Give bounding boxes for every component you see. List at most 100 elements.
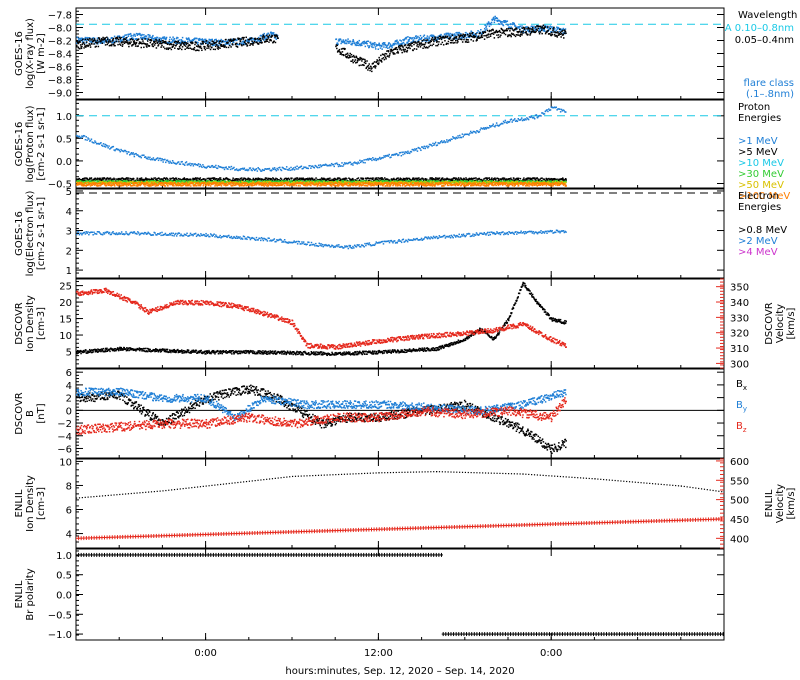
data-point — [387, 155, 390, 157]
data-point — [194, 163, 196, 165]
data-point — [377, 44, 380, 46]
data-point — [127, 177, 130, 179]
data-point — [466, 34, 469, 36]
data-point — [216, 167, 219, 170]
data-point — [479, 37, 481, 39]
data-point — [129, 153, 132, 155]
data-point — [428, 37, 431, 40]
data-point — [134, 153, 136, 155]
data-point — [116, 180, 118, 183]
data-point — [336, 177, 339, 179]
data-point — [98, 180, 100, 182]
data-point — [347, 38, 349, 40]
data-point — [135, 152, 137, 155]
data-point — [467, 41, 470, 43]
data-point — [108, 145, 110, 147]
data-point — [553, 33, 556, 36]
data-point — [399, 44, 402, 46]
data-point — [230, 46, 232, 48]
data-point — [509, 181, 512, 183]
data-point — [338, 180, 341, 182]
data-point — [125, 39, 128, 42]
data-point — [502, 120, 505, 123]
data-point — [156, 42, 159, 44]
data-point — [489, 33, 491, 36]
data-point — [462, 179, 465, 181]
data-point — [469, 178, 472, 180]
data-point — [430, 178, 433, 180]
data-point — [235, 38, 237, 41]
data-point — [534, 29, 537, 31]
data-point — [120, 148, 122, 151]
data-point — [423, 180, 426, 182]
data-point — [432, 142, 434, 145]
data-point — [467, 181, 470, 183]
data-point — [170, 161, 172, 164]
data-point — [316, 166, 318, 168]
data-point — [555, 31, 558, 34]
data-point — [210, 177, 212, 180]
data-point — [184, 162, 187, 164]
data-point — [368, 67, 370, 69]
data-point — [232, 38, 235, 40]
data-point — [116, 148, 119, 151]
data-point — [463, 179, 466, 182]
data-point — [192, 177, 194, 180]
data-point — [350, 179, 352, 181]
data-point — [421, 39, 423, 42]
data-point — [361, 42, 364, 44]
data-point — [421, 181, 424, 183]
data-point — [141, 178, 144, 181]
data-point — [82, 136, 84, 138]
data-point — [201, 40, 204, 43]
data-point — [369, 177, 372, 180]
data-point — [242, 179, 244, 181]
data-point — [509, 27, 511, 29]
data-point — [245, 169, 247, 172]
data-point — [207, 40, 210, 43]
data-point — [194, 37, 196, 39]
data-point — [482, 31, 484, 33]
data-point — [123, 180, 125, 182]
data-point — [102, 39, 105, 42]
data-point — [491, 177, 493, 179]
data-point — [96, 37, 99, 39]
data-point — [270, 35, 273, 38]
data-point — [253, 39, 256, 42]
data-point — [363, 159, 365, 161]
data-point — [163, 177, 166, 179]
data-point — [208, 42, 211, 44]
data-point — [480, 35, 483, 37]
data-point — [285, 168, 287, 170]
data-point — [183, 179, 185, 181]
data-point — [397, 52, 400, 54]
data-point — [407, 47, 409, 49]
data-point — [259, 41, 261, 44]
data-point — [524, 179, 527, 182]
data-point — [355, 55, 358, 58]
data-point — [308, 165, 310, 167]
data-point — [283, 178, 286, 180]
data-point — [466, 178, 469, 181]
data-point — [231, 39, 233, 42]
data-point — [158, 40, 160, 43]
data-point — [156, 40, 158, 42]
data-point — [549, 178, 552, 181]
data-point — [399, 48, 401, 51]
data-point — [217, 40, 219, 43]
data-point — [149, 34, 151, 37]
data-point — [268, 34, 271, 36]
data-point — [500, 34, 502, 37]
data-point — [530, 115, 532, 117]
data-point — [542, 27, 544, 30]
data-point — [131, 44, 134, 46]
data-point — [476, 178, 478, 180]
data-point — [451, 138, 453, 141]
data-point — [540, 28, 543, 30]
data-point — [405, 36, 408, 39]
data-point — [212, 48, 215, 51]
data-point — [262, 169, 265, 172]
data-point — [314, 164, 316, 167]
data-point — [520, 30, 523, 33]
data-point — [218, 177, 221, 179]
